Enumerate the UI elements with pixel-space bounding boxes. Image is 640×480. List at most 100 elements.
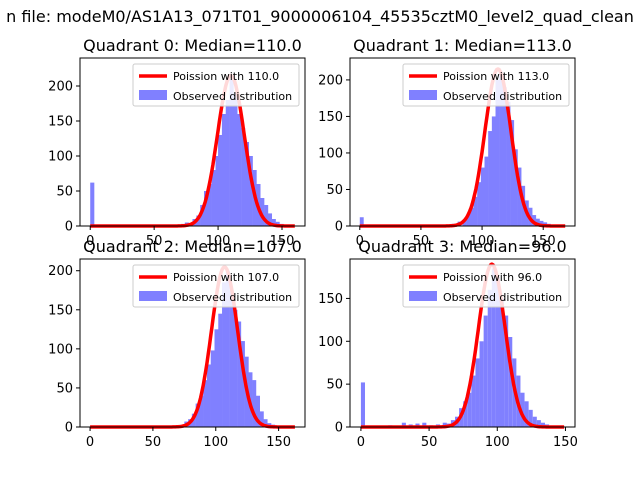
hist-bar	[484, 156, 489, 226]
hist-bar	[267, 213, 273, 226]
x-tick-label: 0	[86, 234, 94, 249]
hist-bar	[495, 277, 500, 427]
hist-bar	[528, 409, 533, 427]
hist-bar	[264, 205, 269, 226]
hist-bar	[539, 220, 544, 226]
hist-bar	[244, 142, 250, 226]
hist-bar	[463, 401, 468, 427]
hist-bar	[200, 205, 205, 226]
hist-bar	[237, 321, 242, 427]
legend-box	[132, 63, 300, 107]
hist-bar	[488, 131, 493, 226]
y-tick-label: 150	[48, 115, 73, 130]
figure-suptitle: n file: modeM0/AS1A13_071T01_9000006104_…	[6, 7, 634, 27]
hist-bar	[229, 79, 234, 226]
hist-bar	[483, 315, 488, 427]
hist-bar	[467, 392, 472, 427]
hist-bar	[252, 380, 257, 427]
hist-bar	[90, 182, 95, 226]
hist-bar	[259, 411, 264, 427]
legend-label-poisson: Poission with 107.0	[173, 271, 279, 284]
hist-bar	[255, 395, 260, 427]
hist-bar	[215, 156, 220, 226]
hist-bar	[203, 380, 208, 427]
x-tick-label: 150	[531, 234, 556, 249]
subplot-q0: 0 50 100 150 0 50 100 150 200 Quadrant 0: Median=…	[48, 36, 306, 249]
x-tick-label: 50	[413, 234, 430, 249]
axes-frame	[349, 57, 576, 227]
hist-bar	[535, 218, 540, 226]
hist-bar	[491, 116, 496, 226]
legend-label-observed: Observed distribution	[173, 90, 292, 103]
hist-bar	[260, 198, 265, 226]
y-tick-label: 100	[48, 342, 73, 357]
y-tick-label: 0	[65, 220, 73, 235]
x-tick-label: 100	[470, 234, 495, 249]
hist-bar	[536, 420, 541, 427]
hist-bar	[210, 350, 215, 427]
x-tick-label: 150	[553, 435, 578, 450]
axes-frame	[79, 258, 306, 428]
x-tick-label: 150	[266, 435, 291, 450]
axes-frame	[79, 57, 306, 227]
y-tick-label: 150	[318, 292, 343, 307]
hist-bar	[275, 221, 280, 226]
hist-bar	[214, 329, 219, 427]
y-tick-label: 50	[326, 183, 343, 198]
hist-bar	[517, 167, 522, 226]
legend-label-observed: Observed distribution	[173, 291, 292, 304]
hist-bar	[491, 268, 496, 427]
hist-bar	[510, 120, 515, 226]
y-tick-label: 200	[48, 80, 73, 95]
hist-bar	[506, 101, 511, 226]
hist-bar	[271, 219, 276, 226]
hist-bar	[207, 184, 212, 226]
hist-bar	[473, 196, 478, 226]
x-tick-label: 50	[146, 234, 163, 249]
hist-bar	[500, 298, 505, 427]
legend-patch-swatch	[139, 90, 167, 100]
hist-bar	[195, 403, 200, 427]
subplot-title: Quadrant 1: Median=113.0	[353, 36, 572, 55]
hist-bar	[222, 282, 227, 427]
hist-bar	[442, 422, 447, 427]
subplot-q2: 0 50 100 150 0 50 100 150 200 Quadrant 2: Median=…	[48, 237, 306, 450]
hist-bar	[218, 313, 223, 427]
hist-bar	[199, 395, 204, 427]
hist-bar	[520, 392, 525, 427]
y-tick-label: 50	[56, 185, 73, 200]
hist-bar	[495, 79, 500, 226]
legend-patch-swatch	[409, 90, 437, 100]
hist-bar	[211, 170, 216, 226]
x-tick-label: 0	[357, 435, 365, 450]
subplot-q1: 0 50 100 150 0 50 100 150 200 Quadrant 1: Median=…	[318, 36, 576, 249]
hist-bar	[237, 114, 242, 226]
hist-bar	[360, 382, 365, 427]
hist-bar	[513, 149, 518, 226]
y-tick-label: 100	[318, 335, 343, 350]
hist-bar	[532, 416, 537, 427]
y-tick-label: 50	[326, 378, 343, 393]
x-tick-label: 0	[356, 234, 364, 249]
hist-bar	[480, 167, 485, 226]
subplot-grid: 0 50 100 150 0 50 100 150 200 Quadrant 0: Median=…	[48, 36, 578, 450]
y-tick-label: 50	[56, 381, 73, 396]
legend-label-poisson: Poission with 113.0	[443, 70, 549, 83]
hist-bar	[359, 217, 364, 226]
y-tick-label: 200	[48, 264, 73, 279]
hist-bar	[477, 182, 482, 226]
legend-label-poisson: Poission with 96.0	[443, 271, 542, 284]
legend-patch-swatch	[409, 291, 437, 301]
hist-bar	[401, 422, 406, 427]
hist-bar	[540, 422, 545, 427]
hist-bar	[221, 114, 226, 226]
legend: Poission with 113.0 Observed distribution	[402, 63, 570, 107]
hist-bar	[508, 337, 513, 427]
x-tick-label: 100	[485, 435, 510, 450]
legend-label-observed: Observed distribution	[443, 90, 562, 103]
histogram-bars	[90, 79, 288, 226]
hist-bar	[263, 419, 268, 427]
subplot-title: Quadrant 2: Median=107.0	[83, 237, 302, 256]
hist-bar	[204, 191, 209, 226]
